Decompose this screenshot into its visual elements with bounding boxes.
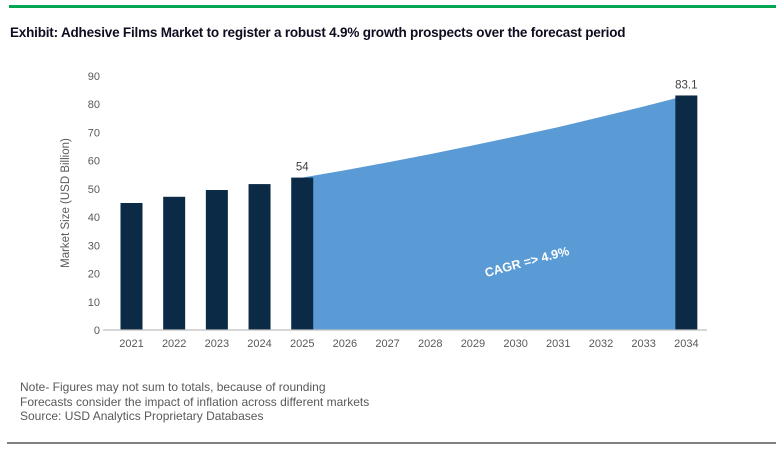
y-tick-label: 30 [88, 240, 100, 252]
x-tick-label: 2029 [461, 338, 485, 350]
forecast-area [302, 95, 687, 331]
x-tick-label: 2023 [205, 338, 229, 350]
bar-2025 [291, 177, 314, 330]
bar-2021 [120, 203, 143, 330]
bar-2024 [248, 184, 271, 330]
y-tick-label: 50 [88, 184, 100, 196]
x-tick-label: 2034 [674, 338, 698, 350]
x-tick-label: 2033 [631, 338, 655, 350]
bar-2034 [675, 95, 698, 331]
y-tick-label: 0 [94, 325, 100, 337]
market-chart: 0 10 20 30 40 50 60 70 80 90 2021 2022 2023 2024 2025 2… [60, 71, 707, 350]
x-tick-label: 2026 [333, 338, 357, 350]
y-tick-label: 20 [88, 269, 100, 281]
y-axis-title: Market Size (USD Billion) [60, 138, 72, 268]
y-tick-label: 70 [88, 127, 100, 139]
x-tick-label: 2032 [589, 338, 613, 350]
x-tick-label: 2027 [375, 338, 399, 350]
bar-2023 [205, 190, 228, 330]
x-tick-label: 2031 [546, 338, 570, 350]
y-tick-label: 60 [88, 156, 100, 168]
x-tick-label: 2024 [247, 338, 271, 350]
x-tick-label: 2025 [290, 338, 314, 350]
page-title: Exhibit: Adhesive Films Market to regist… [10, 25, 626, 40]
y-tick-label: 80 [88, 99, 100, 111]
footnotes: Note- Figures may not sum to totals, bec… [20, 380, 369, 424]
y-tick-label: 40 [88, 212, 100, 224]
footnote-line: Source: USD Analytics Proprietary Databa… [20, 409, 264, 423]
y-tick-label: 10 [88, 297, 100, 309]
x-tick-label: 2021 [119, 338, 143, 350]
bar-2022 [163, 196, 186, 330]
data-label-2034: 83.1 [675, 79, 697, 91]
y-tick-label: 90 [88, 71, 100, 83]
data-label-2025: 54 [296, 162, 309, 174]
x-tick-label: 2022 [162, 338, 186, 350]
footnote-line: Forecasts consider the impact of inflati… [20, 394, 370, 409]
x-tick-label: 2030 [503, 338, 527, 350]
bottom-rule [7, 442, 776, 444]
top-accent-rule [9, 5, 776, 8]
footnote-line: Note- Figures may not sum to totals, bec… [20, 380, 326, 394]
x-tick-label: 2028 [418, 338, 442, 350]
